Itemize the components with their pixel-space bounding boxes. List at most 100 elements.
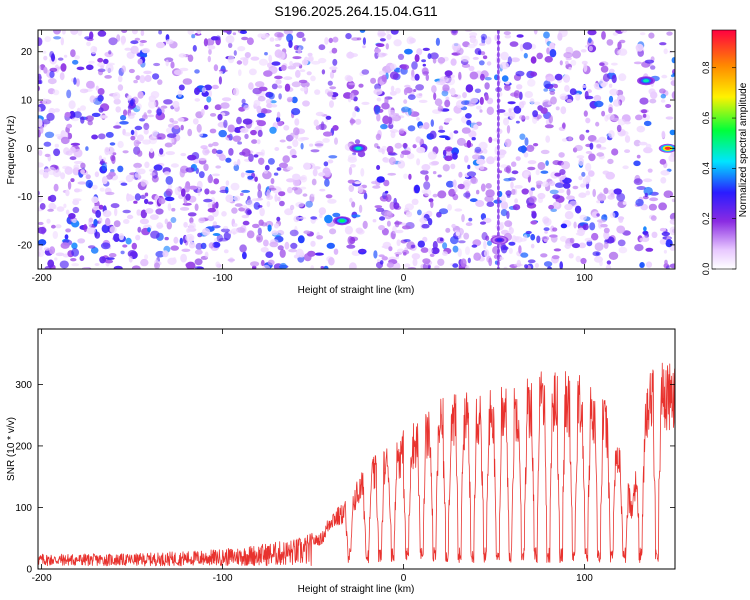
heatmap-cell bbox=[314, 89, 321, 95]
heatmap-cell bbox=[553, 83, 558, 89]
heatmap-cell bbox=[480, 183, 486, 192]
heatmap-cell bbox=[513, 90, 521, 99]
heatmap-cell bbox=[389, 157, 396, 165]
heatmap-cell bbox=[485, 36, 492, 45]
heatmap-cell bbox=[484, 82, 490, 90]
heatmap-cell bbox=[401, 225, 411, 230]
heatmap-cell bbox=[569, 237, 575, 244]
heatmap-cell bbox=[633, 139, 641, 147]
heatmap-cell bbox=[219, 189, 229, 194]
heatmap-cell bbox=[274, 37, 279, 42]
heatmap-cell bbox=[374, 83, 382, 91]
spectrogram-x-tick-label: 100 bbox=[576, 273, 593, 284]
heatmap-cell bbox=[661, 74, 668, 79]
heatmap-cell bbox=[279, 200, 285, 207]
heatmap-cell bbox=[98, 69, 104, 76]
heatmap-cell bbox=[270, 178, 275, 185]
heatmap-cell bbox=[302, 37, 306, 42]
heatmap-cell bbox=[295, 69, 301, 78]
heatmap-cell bbox=[131, 30, 138, 35]
heatmap-cell bbox=[504, 220, 513, 228]
heatmap-cell bbox=[140, 209, 147, 219]
heatmap-cell bbox=[611, 74, 617, 84]
heatmap-cell bbox=[442, 251, 448, 256]
heatmap-cell bbox=[542, 216, 550, 224]
heatmap-cell bbox=[387, 172, 397, 176]
heatmap-cell bbox=[669, 218, 675, 225]
heatmap-cell bbox=[375, 207, 385, 212]
heatmap-cell bbox=[70, 178, 75, 183]
heatmap-cell bbox=[533, 30, 538, 35]
heatmap-cell bbox=[496, 45, 500, 52]
heatmap-cell bbox=[393, 39, 402, 47]
heatmap-cell bbox=[438, 125, 444, 131]
heatmap-cell bbox=[271, 83, 278, 90]
heatmap-cell bbox=[101, 176, 108, 185]
heatmap-cell bbox=[611, 148, 619, 156]
heatmap-cell bbox=[349, 262, 357, 269]
heatmap-cell bbox=[218, 76, 222, 85]
heatmap-cell bbox=[256, 236, 261, 241]
heatmap-cell bbox=[360, 168, 365, 177]
heatmap-cell bbox=[144, 198, 149, 205]
heatmap-cell bbox=[633, 178, 643, 186]
heatmap-cell bbox=[112, 92, 121, 100]
heatmap-cell bbox=[310, 193, 315, 197]
heatmap-cell bbox=[94, 171, 100, 178]
heatmap-cell bbox=[98, 217, 103, 224]
heatmap-cell bbox=[504, 84, 511, 91]
heatmap-cell bbox=[286, 166, 294, 171]
heatmap-cell bbox=[113, 233, 120, 243]
heatmap-cell bbox=[346, 244, 356, 249]
heatmap-cell bbox=[496, 51, 500, 58]
heatmap-cell bbox=[398, 129, 405, 134]
snr-y-ticks: 0 100 200 300 bbox=[15, 380, 675, 576]
heatmap-cell bbox=[135, 167, 140, 173]
heatmap-cell bbox=[328, 155, 338, 159]
heatmap-cell bbox=[663, 48, 668, 55]
heatmap-cell bbox=[496, 225, 500, 232]
heatmap-cell bbox=[518, 101, 525, 109]
heatmap-cell bbox=[555, 182, 565, 188]
heatmap-cell bbox=[511, 170, 519, 175]
heatmap-cell bbox=[278, 191, 286, 197]
heatmap-cell bbox=[480, 221, 486, 225]
heatmap-cell bbox=[113, 220, 121, 228]
heatmap-cell bbox=[521, 145, 527, 154]
heatmap-cell bbox=[38, 226, 47, 234]
heatmap-cell bbox=[423, 122, 430, 130]
heatmap-cell bbox=[496, 86, 500, 93]
heatmap-cell bbox=[411, 61, 418, 70]
heatmap-cell bbox=[563, 182, 571, 189]
heatmap-cell bbox=[73, 111, 82, 119]
heatmap-cell bbox=[241, 148, 251, 157]
heatmap-cell bbox=[373, 88, 383, 96]
heatmap-cell bbox=[381, 245, 391, 249]
heatmap-cell bbox=[147, 201, 154, 205]
heatmap-cell bbox=[582, 177, 589, 185]
heatmap-cell bbox=[118, 233, 124, 241]
heatmap-cell bbox=[351, 214, 361, 218]
heatmap-cell bbox=[345, 33, 352, 40]
heatmap-cell bbox=[288, 248, 297, 253]
heatmap-cell bbox=[38, 149, 43, 156]
heatmap-cell bbox=[389, 90, 397, 96]
heatmap-cell bbox=[463, 232, 470, 240]
heatmap-cell bbox=[468, 217, 473, 222]
heatmap-cell bbox=[496, 161, 500, 168]
heatmap-cell bbox=[600, 65, 609, 73]
heatmap-cell bbox=[445, 77, 456, 86]
heatmap-cell bbox=[376, 97, 382, 102]
heatmap-cell bbox=[543, 238, 548, 243]
colorbar-tick-label: 0.2 bbox=[701, 212, 711, 225]
heatmap-cell bbox=[212, 221, 218, 227]
heatmap-cell bbox=[258, 157, 265, 165]
heatmap-cell bbox=[225, 157, 232, 163]
heatmap-cell bbox=[147, 114, 155, 118]
heatmap-cell bbox=[309, 143, 314, 147]
heatmap-cell bbox=[260, 247, 269, 253]
heatmap-cell bbox=[414, 73, 420, 81]
colorbar-ticks: 0.0 0.2 0.4 0.6 0.8 bbox=[701, 61, 736, 275]
heatmap-cell bbox=[523, 152, 529, 158]
heatmap-cell bbox=[416, 158, 421, 166]
